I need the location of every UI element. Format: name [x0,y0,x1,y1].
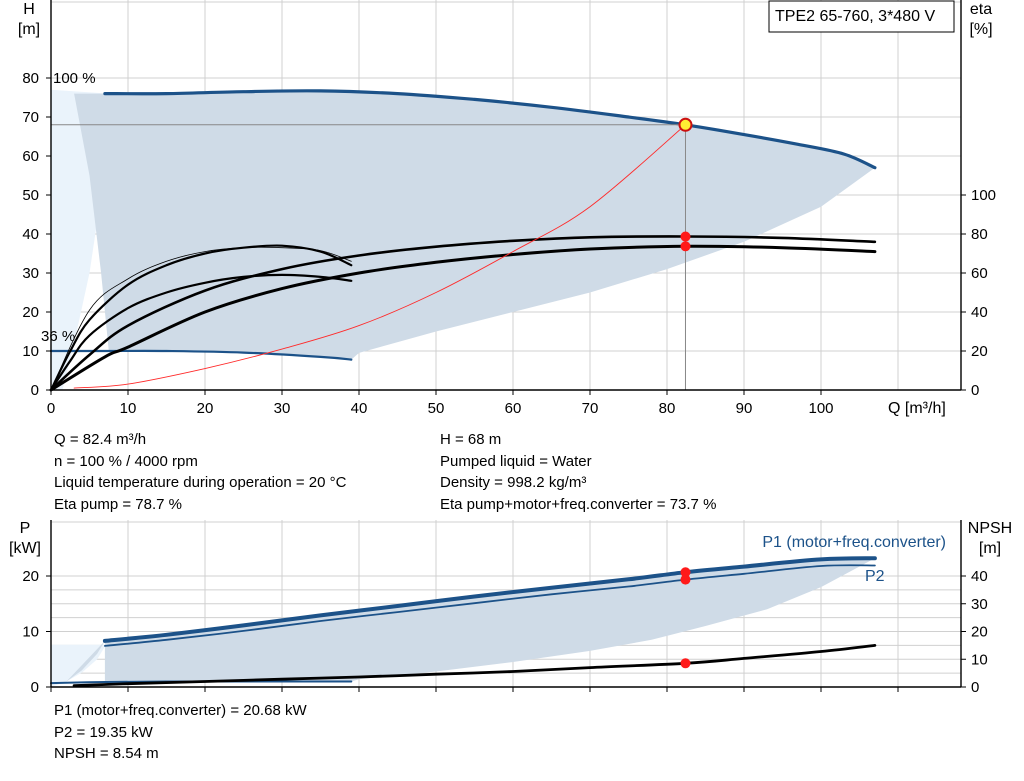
x-tick-label: 50 [428,400,445,417]
top-chart-tick-labels: 0 10 20 30 40 50 60 70 80 90 100 0 10 20 30 40 50 60 70 80 0… [22,70,996,417]
y-left-tick-label: 10 [22,343,39,360]
top-y-right-unit: [%] [969,21,992,38]
curve-p1-motor-freq-converter [102,556,877,643]
info-top-left: Q = 82.4 m³/h n = 100 % / 4000 rpm Liqui… [54,429,346,515]
y-right-tick-label: 40 [971,568,988,585]
x-tick-label: 40 [351,400,368,417]
bottom-y-left-label: P [20,520,31,537]
y-right-tick-label: 20 [971,343,988,360]
title-box [768,0,955,33]
curve-eta-36-total [49,273,353,392]
speed-label-max: 100 % [53,70,96,87]
curve-eta-36-pump [49,244,353,392]
top-chart-operating-points [51,117,693,390]
info-eta-total: Eta pump+motor+freq.converter = 73.7 % [440,495,717,513]
info-p2: P2 = 19.35 kW [54,723,153,741]
y-left-tick-label: 20 [22,304,39,321]
top-y-left-label: H [23,1,35,18]
y-right-tick-label: 100 [971,187,996,204]
y-right-tick-label: 10 [971,651,988,668]
y-left-tick-label: 30 [22,265,39,282]
operating-envelope [74,90,875,360]
curve-eta-pump [49,235,877,392]
y-left-tick-label: 0 [31,382,39,399]
y-right-tick-label: 0 [971,679,979,696]
info-bottom: P1 (motor+freq.converter) = 20.68 kW P2 … [54,700,307,765]
bottom-chart: 0 10 20 0 10 20 30 40 P [kW] NPSH [m] P1 (motor… [9,520,1012,696]
y-right-tick-label: 20 [971,624,988,641]
info-flow: Q = 82.4 m³/h [54,431,147,448]
x-tick-label: 60 [505,400,522,417]
operating-point-marker [680,567,691,578]
info-npsh: NPSH = 8.54 m [54,745,159,762]
operating-point-marker [680,658,691,669]
p1-curve-label: P1 (motor+freq.converter) [762,534,946,551]
top-y-left-unit: [m] [18,21,40,38]
x-tick-label: 20 [197,400,214,417]
y-right-tick-label: 80 [971,226,988,243]
info-p1: P1 (motor+freq.converter) = 20.68 kW [54,702,307,719]
x-tick-label: 80 [659,400,676,417]
speed-label-min: 36 % [41,328,75,345]
top-chart-envelope [51,89,875,390]
curve-h-36 [49,349,353,361]
info-liquid-temp: Liquid temperature during operation = 20… [54,474,347,491]
curve-h-100 [103,89,877,170]
y-left-tick-label: 40 [22,226,39,243]
info-speed: n = 100 % / 4000 rpm [54,452,198,470]
info-pumped-liquid: Pumped liquid = Water [440,452,592,470]
info-head: H = 68 m [440,431,502,448]
bottom-chart-curves [50,556,877,687]
x-tick-label: 100 [808,400,833,417]
operating-envelope [66,558,875,682]
top-x-axis-label: Q [m³/h] [888,400,946,417]
y-left-tick-label: 60 [22,148,39,165]
x-tick-label: 90 [736,400,753,417]
x-tick-label: 30 [274,400,291,417]
chart-title: TPE2 65-760, 3*480 V [775,8,935,25]
x-tick-label: 0 [47,400,55,417]
bottom-y-right-unit: [m] [979,540,1001,557]
operating-point-marker [680,241,691,252]
bottom-y-right-label: NPSH [968,520,1012,537]
p2-curve-label: P2 [865,568,885,585]
info-eta-pump: Eta pump = 78.7 % [54,495,182,513]
operating-point-marker [680,231,691,242]
curve-p2 [104,564,876,647]
y-right-tick-label: 40 [971,304,988,321]
top-y-right-label: eta [970,1,992,18]
curve-eta-pump-motor-freq-converter [49,244,877,392]
info-top-right: H = 68 m Pumped liquid = Water Density =… [440,429,716,515]
curve-system-curve [73,124,686,389]
curve-eta-36-pump-thin [50,246,352,391]
y-left-tick-label: 20 [22,568,39,585]
bottom-chart-envelope [51,558,875,687]
x-tick-label: 10 [120,400,137,417]
y-left-tick-label: 70 [22,109,39,126]
bottom-chart-tick-labels: 0 10 20 0 10 20 30 40 [22,568,987,696]
y-right-tick-label: 30 [971,596,988,613]
x-tick-label: 70 [582,400,599,417]
y-left-tick-label: 80 [22,70,39,87]
bottom-chart-operating-points [680,567,691,669]
duty-point-marker [678,117,693,132]
top-chart-curves [49,89,877,392]
y-right-tick-label: 60 [971,265,988,282]
y-left-tick-label: 10 [22,624,39,641]
info-density: Density = 998.2 kg/m³ [440,474,587,491]
y-left-tick-label: 0 [31,679,39,696]
bottom-y-left-unit: [kW] [9,540,41,557]
curve-npsh [72,644,877,687]
operating-point-marker [680,574,691,585]
y-right-tick-label: 0 [971,382,979,399]
top-chart: 0 10 20 30 40 50 60 70 80 90 100 0 10 20 30 40 50 60 70 80 0… [18,0,996,417]
y-left-tick-label: 50 [22,187,39,204]
